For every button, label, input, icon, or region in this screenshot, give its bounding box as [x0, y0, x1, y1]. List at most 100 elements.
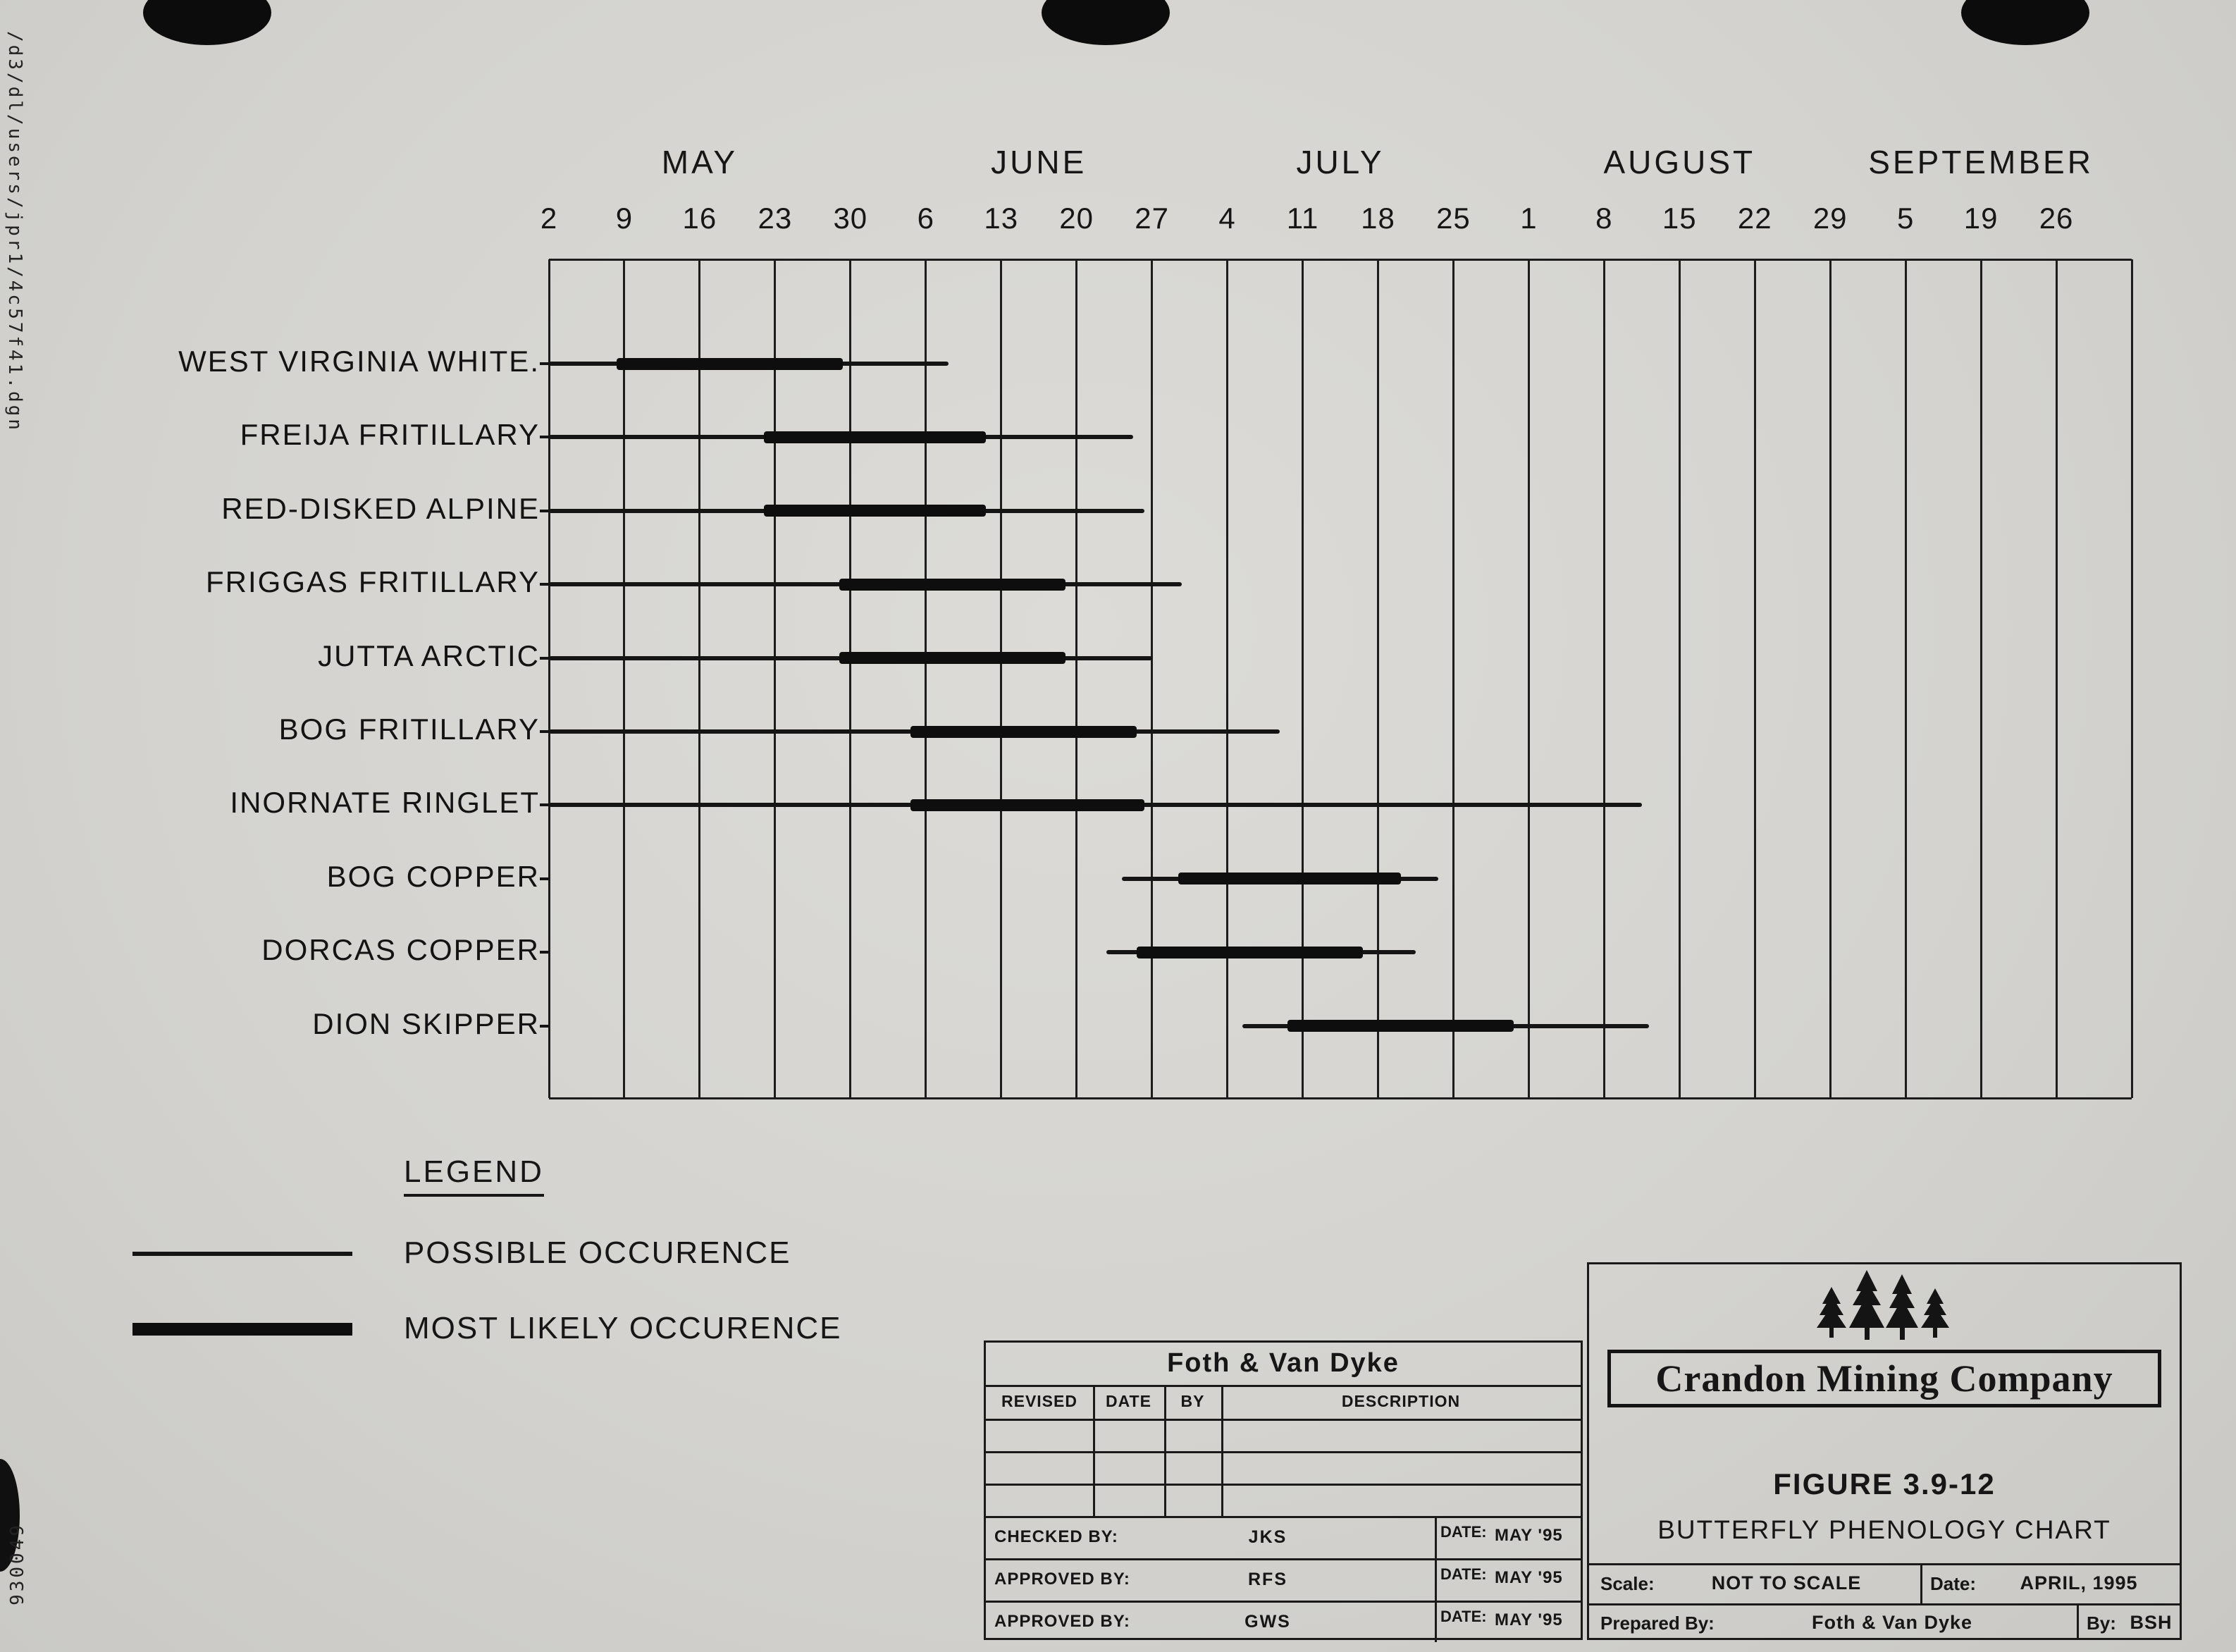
grid-vertical-line	[1527, 259, 1530, 1098]
species-label: DION SKIPPER	[312, 1006, 540, 1040]
likely-occurrence-bar	[763, 505, 987, 517]
table-line	[986, 1558, 1581, 1560]
row-leader-line	[540, 803, 549, 807]
date-tick-label: 30	[833, 202, 868, 235]
month-label: JUNE	[991, 144, 1087, 180]
date-tick-label: 23	[758, 202, 793, 235]
species-label: JUTTA ARCTIC	[318, 639, 540, 672]
grid-vertical-line	[1753, 259, 1756, 1098]
table-line	[986, 1385, 1581, 1387]
date-tick-label: 2	[540, 202, 558, 235]
month-label: AUGUST	[1603, 144, 1756, 180]
grid-vertical-line	[548, 259, 550, 1098]
scale-value: NOT TO SCALE	[1711, 1572, 1862, 1594]
col-header-description: DESCRIPTION	[1341, 1392, 1461, 1410]
date-tick-label: 22	[1737, 202, 1772, 235]
grid-vertical-line	[1602, 259, 1605, 1098]
grid-bottom-border	[549, 1097, 2132, 1099]
grid-vertical-line	[849, 259, 852, 1098]
grid-vertical-line	[1979, 259, 1982, 1098]
likely-occurrence-bar	[617, 357, 844, 370]
row-leader-line	[540, 362, 549, 365]
col-header-by: BY	[1180, 1392, 1205, 1410]
date-tick-label: 5	[1896, 202, 1915, 235]
date-tick-label: 16	[682, 202, 717, 235]
row-leader-line	[540, 509, 549, 512]
title-block: Crandon Mining Company FIGURE 3.9-12 BUT…	[1587, 1262, 2182, 1640]
file-path-stamp: /d3/dl/users/jpr1/4c57f41.dgn	[4, 31, 25, 433]
species-label: BOG COPPER	[326, 859, 540, 893]
signoff-row: CHECKED BY: JKS DATE: MAY '95	[986, 1516, 1581, 1558]
company-name-box: Crandon Mining Company	[1607, 1350, 2161, 1407]
grid-vertical-line	[2055, 259, 2058, 1098]
revision-table-company: Foth & Van Dyke	[1167, 1348, 1400, 1378]
revision-table: Foth & Van Dyke REVISED DATE BY DESCRIPT…	[984, 1340, 1583, 1643]
binder-hole	[143, 0, 271, 45]
table-line	[986, 1419, 1581, 1421]
pine-trees-logo	[1817, 1270, 1949, 1340]
row-leader-line	[540, 951, 549, 954]
grid-vertical-line	[1000, 259, 1003, 1098]
table-line	[1589, 1563, 2180, 1565]
grid-vertical-line	[1904, 259, 1907, 1098]
likely-occurrence-bar	[763, 431, 987, 443]
likely-occurrence-bar	[1287, 1020, 1514, 1032]
species-label: DORCAS COPPER	[261, 933, 540, 967]
likely-occurrence-bar	[839, 652, 1066, 665]
date-tick-label: 15	[1662, 202, 1697, 235]
signoff-date-label: DATE:	[1440, 1523, 1487, 1541]
grid-vertical-line	[2130, 259, 2133, 1098]
figure-number: FIGURE 3.9-12	[1773, 1467, 1996, 1500]
table-line	[1093, 1385, 1095, 1516]
row-leader-line	[540, 1024, 549, 1028]
date-tick-label: 29	[1812, 202, 1848, 235]
legend-likely-label: MOST LIKELY OCCURENCE	[404, 1311, 842, 1345]
grid-vertical-line	[1226, 259, 1229, 1098]
table-line	[1589, 1603, 2180, 1605]
signoff-label: APPROVED BY:	[994, 1612, 1130, 1631]
species-label: WEST VIRGINIA WHITE.	[178, 345, 540, 378]
table-line	[986, 1516, 1581, 1518]
likely-occurrence-bar	[910, 799, 1144, 811]
date-tick-label: 6	[917, 202, 934, 235]
grid-vertical-line	[1829, 259, 1832, 1098]
scale-label: Scale:	[1600, 1573, 1655, 1594]
signoff-date: MAY '95	[1495, 1610, 1563, 1629]
signoff-label: CHECKED BY:	[994, 1527, 1118, 1546]
likely-occurrence-bar	[839, 578, 1066, 591]
table-line	[986, 1484, 1581, 1486]
table-line	[1435, 1516, 1437, 1642]
table-line	[1920, 1563, 1922, 1603]
signoff-date: MAY '95	[1495, 1568, 1563, 1587]
month-label: MAY	[661, 144, 739, 180]
date-tick-label: 9	[615, 202, 634, 235]
date-tick-label: 20	[1059, 202, 1094, 235]
legend-title: LEGEND	[404, 1154, 544, 1197]
table-line	[2077, 1603, 2079, 1640]
date-tick-label: 1	[1520, 202, 1538, 235]
grid-vertical-line	[1151, 259, 1154, 1098]
row-leader-line	[540, 436, 549, 439]
signoff-row: APPROVED BY: GWS DATE: MAY '95	[986, 1601, 1581, 1643]
prepared-by-label: Prepared By:	[1600, 1613, 1715, 1634]
month-label: JULY	[1296, 144, 1385, 180]
legend-likely-bar-sample	[132, 1323, 352, 1336]
grid-vertical-line	[1376, 259, 1379, 1098]
signoff-date-label: DATE:	[1440, 1565, 1487, 1583]
table-line	[986, 1601, 1581, 1603]
species-label: FREIJA FRITILLARY	[240, 418, 540, 452]
species-label: RED-DISKED ALPINE	[221, 491, 540, 525]
likely-occurrence-bar	[1137, 946, 1364, 958]
grid-vertical-line	[1302, 259, 1304, 1098]
binder-hole	[1961, 0, 2089, 45]
figure-title: BUTTERFLY PHENOLOGY CHART	[1657, 1515, 2111, 1544]
grid-vertical-line	[925, 259, 927, 1098]
by-value: BSH	[2130, 1612, 2173, 1633]
row-leader-line	[540, 877, 549, 880]
date-tick-label: 11	[1286, 202, 1319, 235]
binder-hole	[1042, 0, 1170, 45]
date-tick-label: 19	[1963, 202, 1999, 235]
species-label: BOG FRITILLARY	[278, 713, 540, 746]
table-line	[1164, 1385, 1166, 1516]
